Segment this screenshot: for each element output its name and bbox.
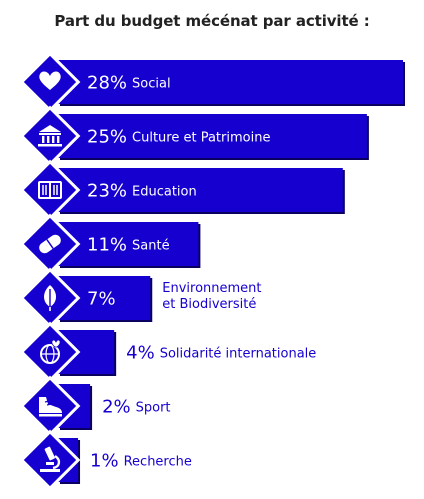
bar-row: 25% Culture et Patrimoine: [19, 105, 369, 167]
category-label: Recherche: [124, 455, 192, 470]
bar: [58, 60, 403, 104]
bar: [58, 114, 367, 158]
museum-icon: [19, 105, 81, 167]
bar-row: 1% Recherche: [19, 429, 192, 491]
leaf-icon: [19, 267, 81, 329]
icon-glyph: [39, 397, 62, 417]
bar-row: 2% Sport: [19, 375, 171, 437]
category-label: Environnement: [162, 281, 261, 296]
heart-icon: [19, 51, 81, 113]
icon-glyph: [40, 446, 61, 472]
value-label: 28%: [87, 73, 127, 94]
chart-title: Part du budget mécénat par activité :: [54, 12, 370, 30]
icon-glyph: [38, 125, 62, 147]
bar-row: 23% Education: [19, 159, 345, 221]
bar-row: 28% Social: [19, 51, 405, 113]
category-label: Sport: [136, 401, 171, 416]
icon-badge: [19, 321, 81, 383]
value-label: 7%: [87, 289, 116, 310]
icon-glyph: [38, 181, 62, 199]
value-label: 4%: [126, 343, 155, 364]
microscope-icon: [19, 429, 81, 491]
sneaker-icon: [19, 375, 81, 437]
category-label: Social: [132, 77, 171, 92]
category-label: Education: [132, 185, 197, 200]
icon-glyph: [44, 285, 56, 311]
icon-badge: [19, 105, 81, 167]
bar: [58, 168, 343, 212]
value-label: 2%: [102, 397, 131, 418]
value-label: 11%: [87, 235, 127, 256]
category-label: et Biodiversité: [162, 297, 256, 312]
bar-row: 4% Solidarité internationale: [19, 321, 317, 383]
value-label: 23%: [87, 181, 127, 202]
category-label: Santé: [132, 239, 170, 254]
icon-glyph: [40, 339, 61, 364]
book-icon: [19, 159, 81, 221]
category-label: Culture et Patrimoine: [132, 131, 270, 146]
value-label: 25%: [87, 127, 127, 148]
category-label: Solidarité internationale: [160, 347, 317, 362]
value-label: 1%: [90, 451, 119, 472]
globe-heart-icon: [19, 321, 81, 383]
icon-glyph: [39, 71, 61, 90]
bars-layer: 28% Social 25% Culture et Patrimoine 23% Educ…: [19, 51, 405, 491]
bar-row: 11% Santé: [19, 213, 201, 275]
bar: [58, 222, 199, 266]
pill-icon: [19, 213, 81, 275]
icon-glyph: [39, 234, 61, 254]
